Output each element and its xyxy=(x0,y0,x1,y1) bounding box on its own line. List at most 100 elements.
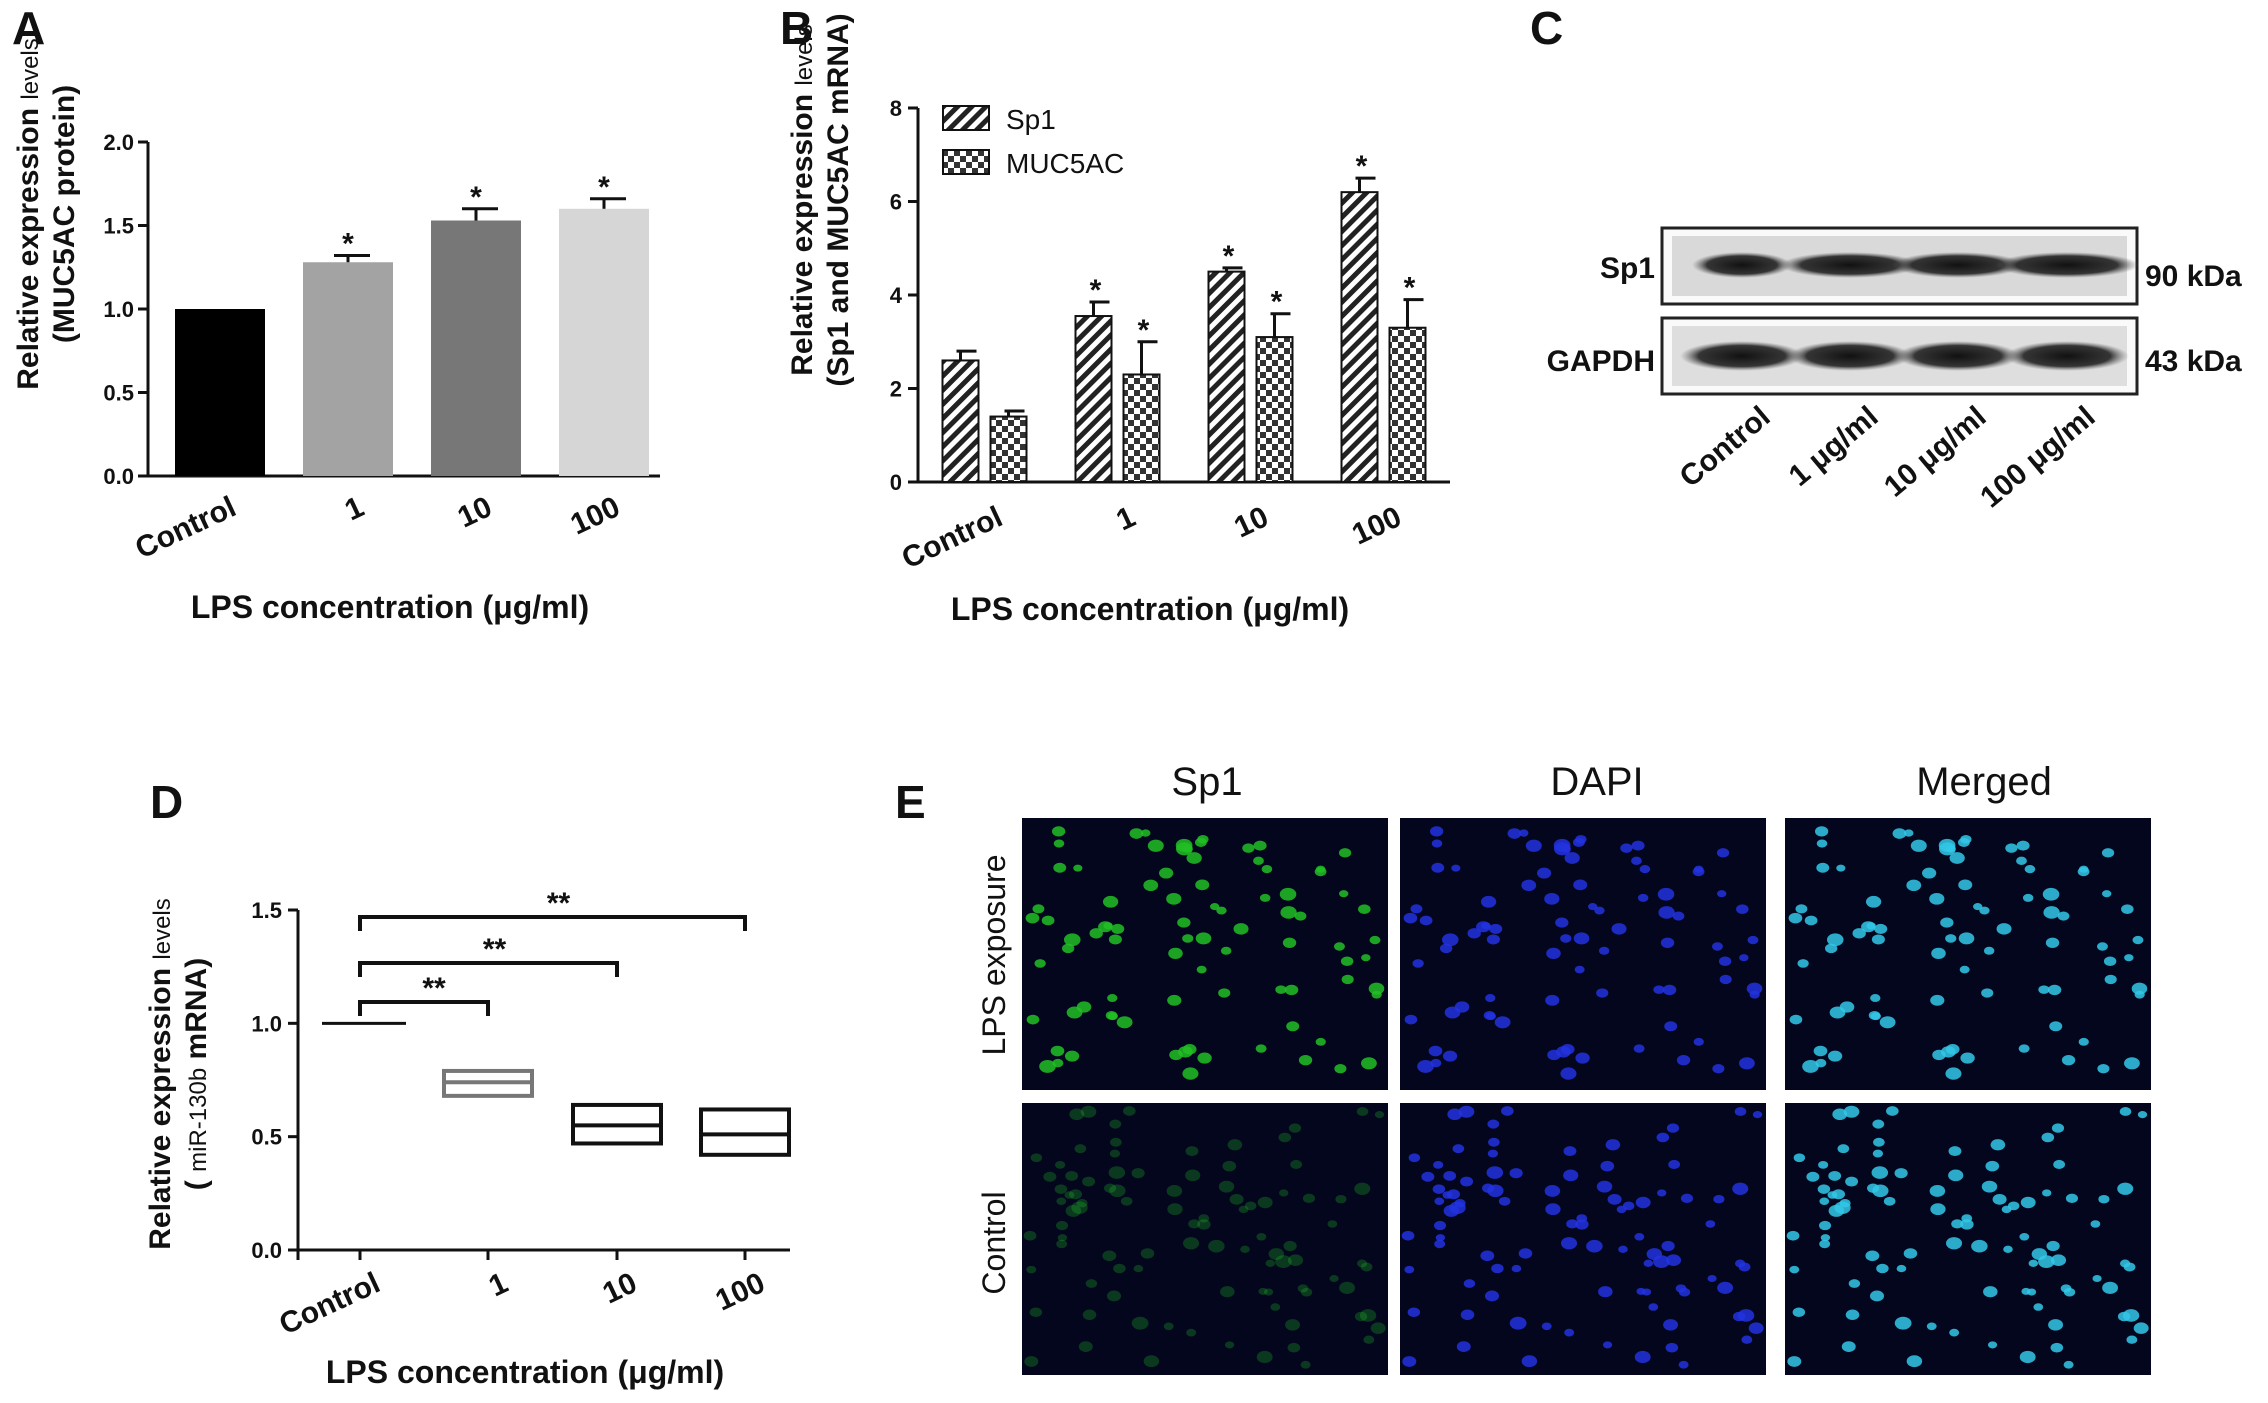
blot-size-sp1: 90 kDa xyxy=(2145,260,2242,293)
panel-a-bar xyxy=(431,220,521,476)
panel-d-axes xyxy=(288,908,790,1260)
panel-d-bracket-label: ** xyxy=(483,933,507,966)
svg-text:Relative expression levels: Relative expression levels xyxy=(786,24,819,376)
panel-b-chart: * * * * * * 0 2 4 6 8 Control 1 10 100 LPS concentra… xyxy=(786,13,1450,627)
panel-d-category-label: 10 xyxy=(598,1266,642,1310)
panel-a-significance: * xyxy=(598,171,610,204)
panel-d-ylabel-open: ( xyxy=(180,1172,213,1190)
panel-a-bar xyxy=(175,309,265,476)
svg-text:( miR-130b mRNA): ( miR-130b mRNA) xyxy=(180,958,213,1190)
panel-d-ylabel-small: levels xyxy=(149,898,176,959)
legend-label-muc5ac: MUC5AC xyxy=(1006,148,1124,179)
micrograph-control-dapi xyxy=(1400,1103,1766,1375)
panel-b-category-label: 100 xyxy=(1347,500,1406,551)
blot-size-gapdh: 43 kDa xyxy=(2145,345,2242,378)
panel-label-c: C xyxy=(1530,2,1563,54)
panel-d-ylabel-main: Relative expression xyxy=(144,960,177,1250)
panel-c-western-blot: Sp1 GAPDH 90 kDa 43 kDa Control 1 μg/ml10… xyxy=(1547,226,2242,514)
panel-d-tick-label: 0.0 xyxy=(251,1238,282,1263)
panel-b-ylabel-main: Relative expression xyxy=(786,86,819,376)
panel-b-tick-label: 4 xyxy=(890,283,903,308)
panel-b-bar-muc5ac xyxy=(1255,336,1294,484)
panel-d-chart: ** ** ** 0.0 0.5 1.0 1.5 Control 1 10 100 LPS co… xyxy=(144,887,791,1390)
micrograph-col-merged: Merged xyxy=(1916,760,2052,804)
panel-a-tick-label: 1.0 xyxy=(103,297,134,322)
panel-d-boxes xyxy=(322,1021,791,1157)
panel-a-ylabel-main: Relative expression xyxy=(12,100,45,390)
panel-b-bar-muc5ac xyxy=(1388,326,1427,483)
panel-b-bars: * * * * * * xyxy=(941,150,1427,484)
panel-b-significance: * xyxy=(1356,150,1368,183)
panel-a-bars: * * * xyxy=(175,171,649,477)
panel-a-ylabel-small: levels xyxy=(17,38,44,99)
legend-swatch-muc5ac xyxy=(942,149,990,175)
svg-text:Relative expression levels: Relative expression levels xyxy=(144,898,177,1250)
panel-a-chart: * * * 0.0 0.5 1.0 1.5 2.0 Control 1 10 100 LPS co… xyxy=(12,38,660,625)
panel-a-category-label: Control xyxy=(130,490,241,565)
panel-labels: A B C D E xyxy=(12,2,1563,828)
panel-a-bar xyxy=(303,262,393,476)
panel-b-bar-sp1 xyxy=(941,359,980,484)
panel-b-category-label: 1 xyxy=(1111,500,1140,537)
panel-b-ylabel-line2: (Sp1 and MUC5AC mRNA) xyxy=(822,13,855,386)
panel-b-tick-labels: 0 2 4 6 8 xyxy=(890,96,903,495)
panel-d-category-label: 1 xyxy=(484,1266,513,1303)
panel-label-e: E xyxy=(895,776,926,828)
panel-label-d: D xyxy=(150,776,183,828)
micrograph-control-sp1 xyxy=(1022,1103,1388,1375)
panel-d-ylabel-end: mRNA) xyxy=(180,958,213,1068)
panel-a-bar xyxy=(559,208,649,477)
panel-a-category-label: 10 xyxy=(453,490,497,534)
panel-d-bracket xyxy=(358,915,747,931)
panel-b-significance: * xyxy=(1138,314,1150,347)
panel-b-bar-muc5ac xyxy=(989,415,1028,483)
blot-band-sp1 xyxy=(1892,252,2024,278)
blot-lane-label: 100 μg/ml xyxy=(1974,400,2101,514)
blot-lane-label: 1 μg/ml xyxy=(1783,400,1885,493)
blot-band-gapdh xyxy=(1788,341,1912,371)
legend-label-sp1: Sp1 xyxy=(1006,104,1056,135)
blot-band-gapdh xyxy=(1680,341,1804,371)
panel-b-ylabel: Relative expression levels (Sp1 and MUC5… xyxy=(786,13,855,386)
panel-b-tick-label: 8 xyxy=(890,96,902,121)
blot-band-sp1 xyxy=(1995,252,2139,278)
legend-swatch-sp1 xyxy=(942,105,990,131)
panel-d-bracket xyxy=(358,961,619,977)
panel-d-category-label: Control xyxy=(274,1266,385,1341)
blot-bands xyxy=(1680,252,2139,371)
panel-d-tick-label: 1.0 xyxy=(251,1011,282,1036)
panel-a-category-labels: Control 1 10 100 xyxy=(130,490,625,565)
panel-a-ylabel-line2: (MUC5AC protein) xyxy=(48,85,81,343)
panel-a-category-label: 1 xyxy=(340,490,369,527)
micrograph-lps-exposure-sp1 xyxy=(1022,818,1388,1090)
panel-b-bar-sp1 xyxy=(1074,315,1113,483)
panel-a-tick-labels: 0.0 0.5 1.0 1.5 2.0 xyxy=(103,130,134,489)
panel-d-box xyxy=(699,1107,791,1157)
micrograph-lps-exposure-merged xyxy=(1785,818,2151,1090)
micrograph-grid xyxy=(1022,818,2151,1375)
panel-label-b: B xyxy=(780,2,813,54)
panel-a-tick-label: 0.0 xyxy=(103,464,134,489)
panel-d-category-label: 100 xyxy=(711,1266,770,1317)
panel-d-tick-label: 0.5 xyxy=(251,1125,282,1150)
panel-b-category-label: 10 xyxy=(1229,500,1273,544)
micrograph-control-merged xyxy=(1785,1103,2151,1375)
panel-e-micrographs: Sp1 DAPI Merged LPS exposure Control xyxy=(976,760,2151,1375)
blot-lane-label: Control xyxy=(1674,400,1777,494)
blot-band-sp1 xyxy=(1692,252,1792,278)
panel-a-significance: * xyxy=(342,228,354,261)
panel-a-tick-label: 0.5 xyxy=(103,381,134,406)
micrograph-row-lps: LPS exposure xyxy=(976,854,1012,1055)
svg-text:Relative expression levels: Relative expression levels xyxy=(12,38,45,390)
panel-b-significance: * xyxy=(1271,286,1283,319)
micrograph-col-sp1: Sp1 xyxy=(1171,760,1242,804)
panel-d-bracket xyxy=(358,1000,490,1016)
panel-b-category-labels: Control 1 10 100 xyxy=(897,500,1407,575)
panel-b-category-label: Control xyxy=(897,500,1008,575)
panel-a-ylabel: Relative expression levels (MUC5AC prote… xyxy=(12,38,81,390)
panel-d-ylabel: Relative expression levels ( miR-130b mR… xyxy=(144,898,213,1250)
panel-b-bar-sp1 xyxy=(1207,270,1246,483)
panel-label-a: A xyxy=(12,2,45,54)
